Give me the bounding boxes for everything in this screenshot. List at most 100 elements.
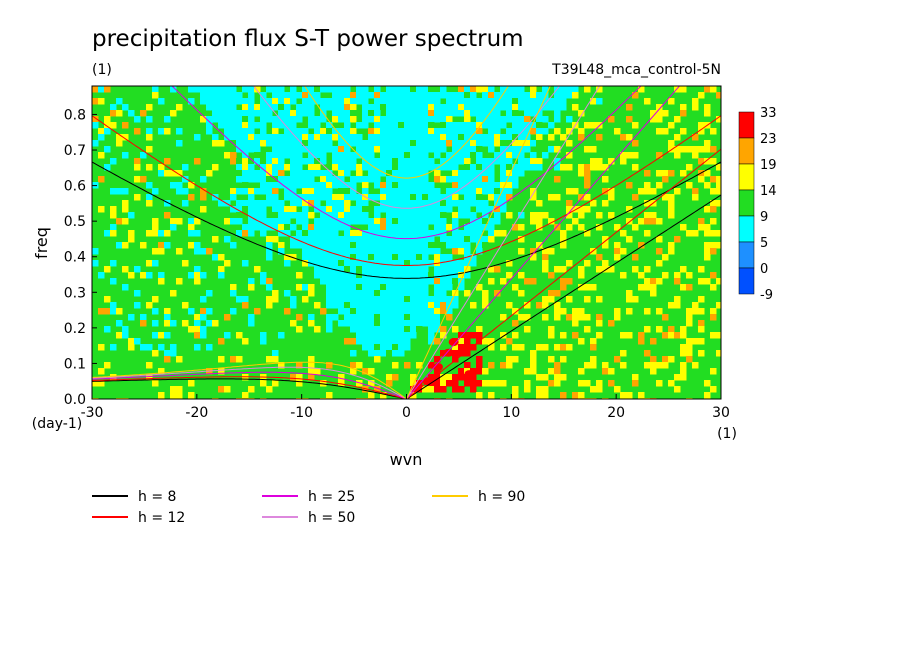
heat-cell [284, 230, 291, 237]
heat-cell [386, 260, 393, 267]
heat-cell [266, 356, 273, 363]
heat-cell [170, 86, 177, 93]
heat-cell [434, 224, 441, 231]
heat-cell [680, 326, 687, 333]
heat-cell [602, 164, 609, 171]
heat-cell [488, 116, 495, 123]
heat-cell [308, 140, 315, 147]
heat-cell [584, 296, 591, 303]
heat-cell [446, 284, 453, 291]
heat-cell [326, 392, 333, 399]
heat-cell [416, 218, 423, 225]
heat-cell [278, 152, 285, 159]
heat-cell [632, 266, 639, 273]
heat-cell [338, 200, 345, 207]
heat-cell [398, 200, 405, 207]
heat-cell [278, 362, 285, 369]
heat-cell [308, 122, 315, 129]
heat-cell [290, 134, 297, 141]
heat-cell [380, 98, 387, 105]
heat-cell [686, 350, 693, 357]
heat-cell [464, 362, 471, 369]
heat-cell [308, 116, 315, 123]
heat-cell [362, 230, 369, 237]
heat-cell [224, 122, 231, 129]
heat-cell [272, 218, 279, 225]
heat-cell [518, 134, 525, 141]
heat-cell [404, 326, 411, 333]
heat-cell [194, 266, 201, 273]
heat-cell [164, 332, 171, 339]
heat-cell [440, 194, 447, 201]
heat-cell [452, 164, 459, 171]
heat-cell [122, 284, 129, 291]
heat-cell [92, 140, 99, 147]
colorbar-label: 0 [760, 262, 768, 277]
heat-cell [518, 344, 525, 351]
heat-cell [644, 278, 651, 285]
heat-cell [194, 278, 201, 285]
heat-cell [140, 176, 147, 183]
heat-cell [332, 98, 339, 105]
heat-cell [350, 128, 357, 135]
heat-cell [506, 92, 513, 99]
heat-cell [464, 230, 471, 237]
heat-cell [464, 134, 471, 141]
heat-cell [368, 116, 375, 123]
heat-cell [362, 146, 369, 153]
heat-cell [434, 218, 441, 225]
heat-cell [278, 86, 285, 93]
heat-cell [338, 248, 345, 255]
heat-cell [506, 176, 513, 183]
kelvin-curve [406, 148, 721, 399]
heat-cell [200, 176, 207, 183]
heat-cell [650, 290, 657, 297]
heat-cell [404, 320, 411, 327]
heat-cell [428, 194, 435, 201]
heat-cell [704, 86, 711, 93]
heat-cell [422, 266, 429, 273]
heat-cell [404, 98, 411, 105]
heat-cell [452, 104, 459, 111]
heat-cell [476, 158, 483, 165]
heat-cell [428, 104, 435, 111]
heat-cell [674, 146, 681, 153]
heat-cell [152, 92, 159, 99]
heat-cell [386, 338, 393, 345]
heat-cell [182, 260, 189, 267]
heat-cell [386, 98, 393, 105]
heat-cell [446, 254, 453, 261]
heat-cell [404, 302, 411, 309]
heat-cell [266, 158, 273, 165]
heat-cell [374, 272, 381, 279]
heat-cell [188, 86, 195, 93]
heat-cell [458, 278, 465, 285]
heat-cell [458, 152, 465, 159]
heat-cell [302, 260, 309, 267]
heat-cell [404, 122, 411, 129]
heat-cell [344, 236, 351, 243]
heat-cell [698, 122, 705, 129]
heat-cell [290, 296, 297, 303]
heat-cell [242, 188, 249, 195]
heat-cell [548, 290, 555, 297]
heat-cell [536, 344, 543, 351]
heat-cell [500, 194, 507, 201]
heat-cell [578, 110, 585, 117]
heat-cell [476, 380, 483, 387]
heat-cell [476, 128, 483, 135]
heat-cell [158, 368, 165, 375]
heat-cell [470, 212, 477, 219]
heat-cell [326, 278, 333, 285]
heat-cell [452, 266, 459, 273]
heat-cell [434, 92, 441, 99]
heat-cell [500, 332, 507, 339]
heat-cell [272, 200, 279, 207]
heat-cell [320, 380, 327, 387]
heat-cell [158, 248, 165, 255]
heat-cell [644, 284, 651, 291]
heat-cell [446, 200, 453, 207]
heat-cell [644, 212, 651, 219]
heat-cell [296, 128, 303, 135]
heat-cell [242, 392, 249, 399]
